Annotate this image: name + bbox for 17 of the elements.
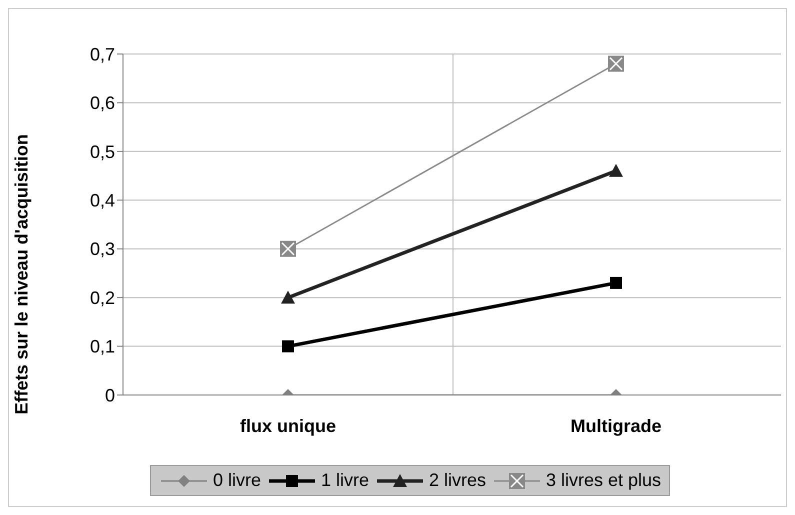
y-tick-label: 0,2 xyxy=(90,288,115,308)
point xyxy=(282,340,294,352)
legend-label: 2 livres xyxy=(428,470,486,491)
y-axis-title: Effets sur le niveau d'acquisition xyxy=(11,134,32,414)
legend-label: 1 livre xyxy=(320,470,369,491)
y-tick-label: 0,7 xyxy=(90,44,115,64)
legend-label: 0 livre xyxy=(212,470,261,491)
legend-label: 3 livres et plus xyxy=(546,470,662,491)
point xyxy=(610,276,622,289)
y-tick-label: 0,5 xyxy=(90,142,115,162)
x-tick-label: flux unique xyxy=(240,416,336,436)
x-tick-label: Multigrade xyxy=(570,416,662,436)
y-tick-label: 0 xyxy=(104,385,115,406)
y-tick-label: 0,3 xyxy=(90,239,115,260)
y-tick-label: 0,1 xyxy=(90,336,115,357)
y-tick-label: 0,4 xyxy=(90,190,115,211)
y-tick-label: 0,6 xyxy=(90,93,115,114)
